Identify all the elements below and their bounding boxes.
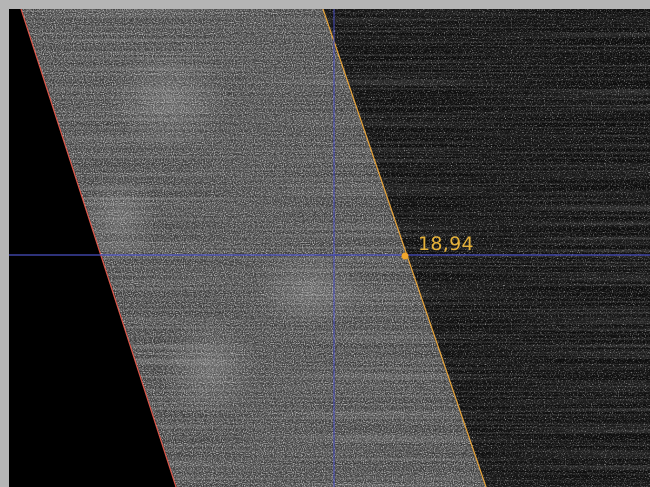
image-viewport[interactable]: 18,94 <box>9 9 650 487</box>
cursor-coordinate-readout: 18,94 <box>418 233 474 255</box>
right-edge-line <box>322 9 487 487</box>
measurement-point-marker[interactable] <box>401 252 409 260</box>
left-edge-line <box>20 9 177 487</box>
microscopy-scene <box>9 9 650 487</box>
